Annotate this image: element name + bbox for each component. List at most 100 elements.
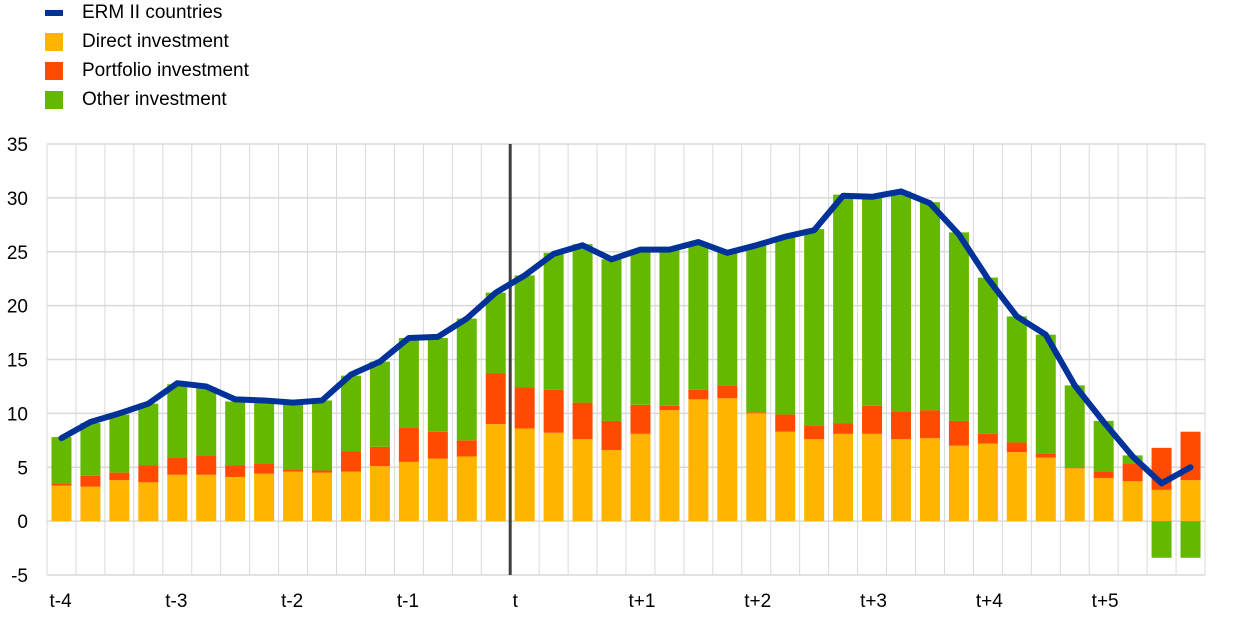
- bar-other-investment: [109, 414, 130, 473]
- bar-portfolio-investment: [746, 412, 767, 414]
- bar-other-investment: [340, 375, 361, 452]
- bar-portfolio-investment: [196, 455, 217, 475]
- bar-direct-investment: [1180, 480, 1201, 522]
- bar-portfolio-investment: [109, 472, 130, 481]
- bar-direct-investment: [659, 410, 680, 522]
- bar-portfolio-investment: [138, 465, 159, 483]
- bar-portfolio-investment: [948, 420, 969, 446]
- y-tick-label: 25: [7, 243, 28, 264]
- bar-direct-investment: [456, 456, 477, 522]
- bar-direct-investment: [1006, 452, 1027, 522]
- y-tick-label: 20: [7, 297, 28, 318]
- bar-other-investment: [80, 423, 101, 476]
- legend-swatch: [45, 62, 63, 80]
- bar-other-investment: [630, 249, 651, 405]
- bar-other-investment: [369, 361, 390, 447]
- bar-portfolio-investment: [398, 427, 419, 462]
- bar-portfolio-investment: [659, 405, 680, 411]
- bar-portfolio-investment: [630, 404, 651, 434]
- bar-direct-investment: [167, 474, 188, 522]
- bar-direct-investment: [1035, 457, 1056, 522]
- bar-other-investment: [717, 251, 738, 386]
- bar-direct-investment: [51, 485, 72, 522]
- x-tick-label: t+4: [976, 591, 1003, 612]
- bar-other-investment: [688, 244, 709, 390]
- bar-portfolio-investment: [977, 433, 998, 444]
- bar-direct-investment: [775, 431, 796, 522]
- bar-direct-investment: [340, 471, 361, 522]
- line-erm-ii-countries: [58, 188, 1194, 487]
- bar-direct-investment: [514, 428, 535, 522]
- bar-other-investment: [659, 249, 680, 406]
- x-tick-label: t+1: [628, 591, 655, 612]
- bar-portfolio-investment: [601, 420, 622, 451]
- y-tick-label: 10: [7, 404, 28, 425]
- bar-portfolio-investment: [1035, 453, 1056, 458]
- x-tick-label: t-4: [49, 591, 72, 612]
- bar-direct-investment: [283, 471, 304, 522]
- bar-other-investment: [746, 245, 767, 413]
- bar-portfolio-investment: [833, 423, 854, 434]
- bar-direct-investment: [601, 450, 622, 522]
- bar-other-investment: [485, 292, 506, 374]
- bar-portfolio-investment: [456, 440, 477, 457]
- bar-other-investment: [891, 191, 912, 412]
- bar-other-investment: [543, 252, 564, 390]
- bar-other-investment: [833, 194, 854, 424]
- y-tick-label: 15: [7, 351, 28, 372]
- bar-direct-investment: [746, 413, 767, 522]
- bar-direct-investment: [109, 480, 130, 522]
- bar-portfolio-investment: [1064, 467, 1085, 469]
- y-tick-label: 35: [7, 135, 28, 156]
- bar-portfolio-investment: [51, 483, 72, 486]
- bar-portfolio-investment: [1093, 471, 1114, 479]
- bar-direct-investment: [138, 482, 159, 522]
- legend-swatch: [45, 91, 63, 109]
- x-tick-label: t+3: [860, 591, 887, 612]
- bar-direct-investment: [948, 445, 969, 522]
- bar-portfolio-investment: [312, 470, 333, 473]
- bar-other-investment: [312, 400, 333, 471]
- bar-portfolio-investment: [283, 469, 304, 472]
- bar-other-investment: [225, 401, 246, 466]
- bar-portfolio-investment: [80, 475, 101, 487]
- bar-direct-investment: [1093, 478, 1114, 522]
- y-tick-label: 5: [17, 458, 28, 479]
- bar-portfolio-investment: [862, 405, 883, 434]
- bar-direct-investment: [1122, 481, 1143, 522]
- legend-item-portfolio: Portfolio investment: [45, 59, 249, 83]
- legend-line-swatch: [45, 10, 63, 16]
- bar-portfolio-investment: [427, 431, 448, 459]
- bar-direct-investment: [919, 438, 940, 522]
- bar-other-investment: [919, 202, 940, 411]
- x-tick-label: t-1: [397, 591, 419, 612]
- y-tick-label: 30: [7, 189, 28, 210]
- bar-portfolio-investment: [1006, 442, 1027, 453]
- y-tick-label: 0: [17, 512, 28, 533]
- bar-other-investment: [1064, 385, 1085, 468]
- bar-other-investment: [1035, 334, 1056, 454]
- bar-direct-investment: [977, 443, 998, 522]
- bar-direct-investment: [688, 399, 709, 522]
- bar-direct-investment: [254, 473, 275, 522]
- bar-direct-investment: [630, 433, 651, 522]
- bar-portfolio-investment: [514, 387, 535, 429]
- bar-portfolio-investment: [1122, 464, 1143, 482]
- legend-label: Other investment: [82, 89, 227, 110]
- bar-portfolio-investment: [543, 389, 564, 433]
- bar-other-investment: [977, 277, 998, 434]
- bar-direct-investment: [717, 398, 738, 522]
- legend-item-erm: ERM II countries: [45, 1, 222, 25]
- bar-other-investment: [514, 275, 535, 388]
- bar-direct-investment: [833, 433, 854, 522]
- x-tick-label: t-2: [281, 591, 303, 612]
- legend-label: Portfolio investment: [82, 60, 249, 81]
- bar-portfolio-investment: [369, 446, 390, 467]
- bar-direct-investment: [804, 439, 825, 522]
- bar-portfolio-investment: [167, 457, 188, 475]
- bar-portfolio-investment: [225, 465, 246, 477]
- legend-item-direct: Direct investment: [45, 30, 229, 54]
- bar-other-investment: [572, 244, 593, 403]
- bar-portfolio-investment: [804, 425, 825, 440]
